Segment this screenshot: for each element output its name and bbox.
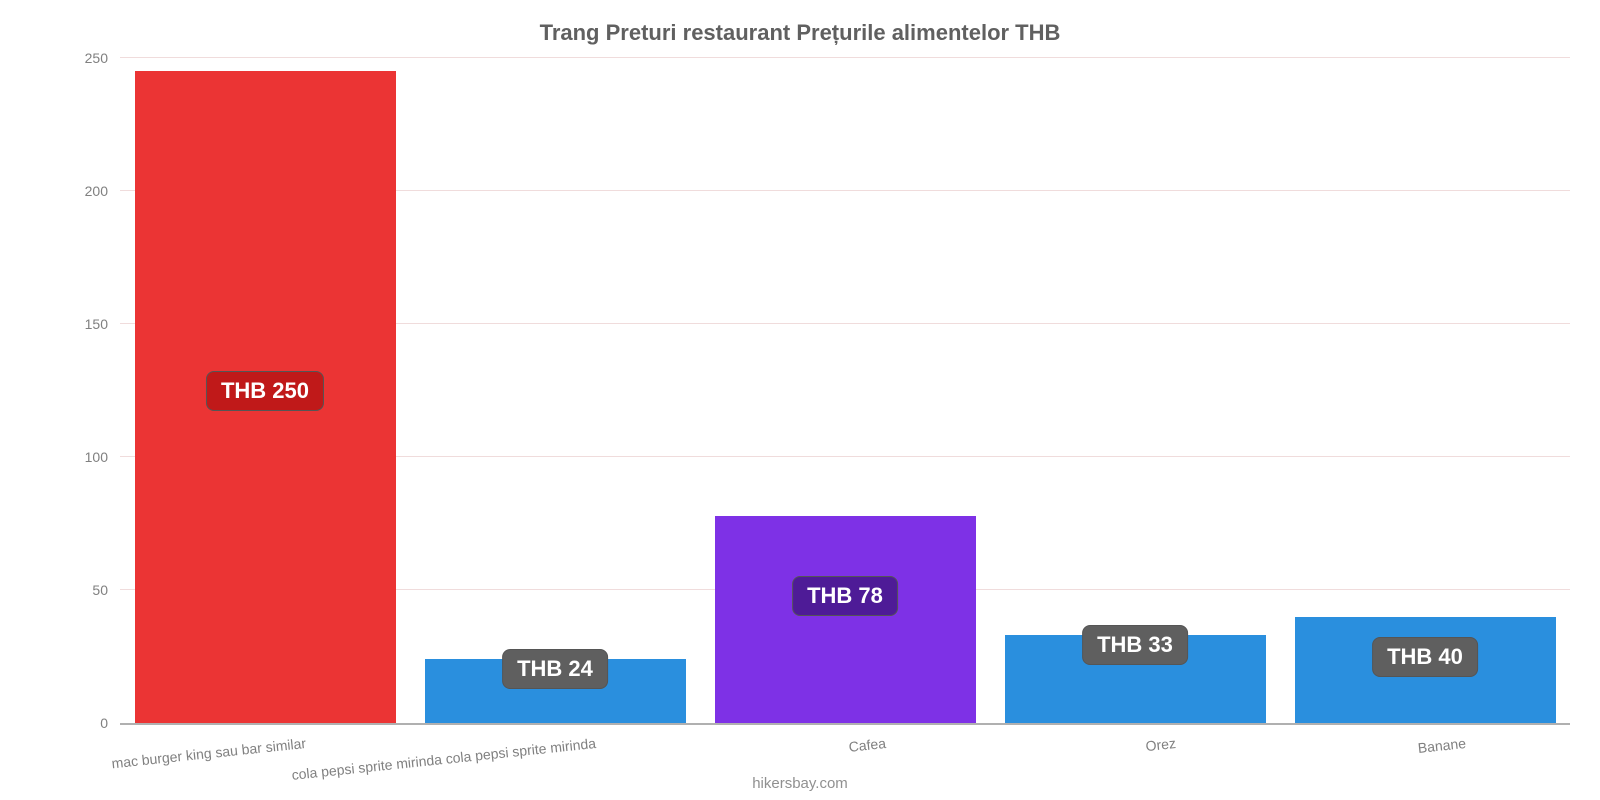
bar: THB 24: [425, 659, 686, 723]
bar-slot: THB 78: [700, 60, 990, 723]
bar: THB 250: [135, 71, 396, 723]
x-tick-label: mac burger king sau bar similar: [111, 735, 307, 771]
chart-title: Trang Preturi restaurant Prețurile alime…: [0, 20, 1600, 46]
bar-slot: THB 33: [990, 60, 1280, 723]
bars-row: THB 250 THB 24 THB 78 THB 33 THB 40: [120, 60, 1570, 723]
data-label: THB 24: [502, 649, 608, 689]
bar: THB 78: [715, 516, 976, 723]
bar: THB 40: [1295, 617, 1556, 723]
y-tick-label: 250: [85, 50, 120, 66]
data-label: THB 33: [1082, 625, 1188, 665]
y-tick-label: 200: [85, 183, 120, 199]
y-tick-label: 0: [100, 715, 120, 731]
bar-slot: THB 40: [1280, 60, 1570, 723]
data-label: THB 40: [1372, 637, 1478, 677]
x-tick-label: Banane: [1417, 735, 1467, 756]
gridline: [120, 57, 1570, 58]
bar-slot: THB 250: [120, 60, 410, 723]
bar-slot: THB 24: [410, 60, 700, 723]
data-label: THB 78: [792, 576, 898, 616]
y-tick-label: 50: [92, 582, 120, 598]
x-tick-label: Orez: [1145, 735, 1177, 754]
price-bar-chart: Trang Preturi restaurant Prețurile alime…: [0, 0, 1600, 800]
y-tick-label: 100: [85, 449, 120, 465]
y-tick-label: 150: [85, 316, 120, 332]
bar: THB 33: [1005, 635, 1266, 723]
data-label: THB 250: [206, 371, 324, 411]
x-tick-label: Cafea: [848, 735, 887, 755]
plot-area: 050100150200250 THB 250THB 24THB 78THB 3…: [120, 60, 1570, 725]
attribution-text: hikersbay.com: [0, 775, 1600, 792]
